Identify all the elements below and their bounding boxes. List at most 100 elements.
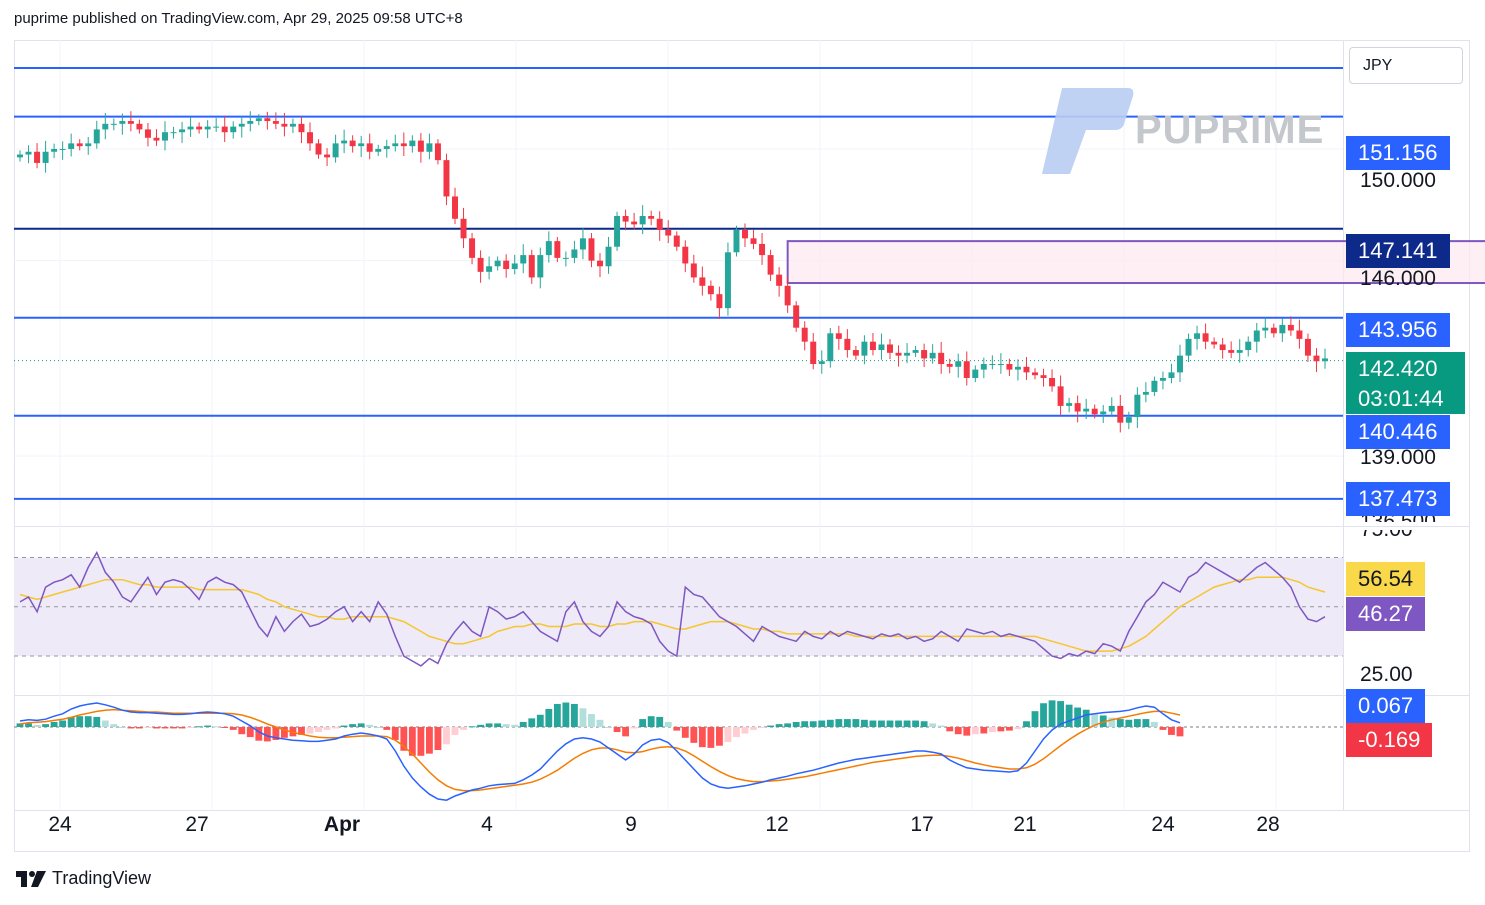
rsi-pane-separator xyxy=(14,526,1470,527)
macd-histogram-bar xyxy=(579,708,587,727)
candle-body xyxy=(810,341,817,365)
macd-histogram-bar xyxy=(1142,719,1150,727)
candle-body xyxy=(801,327,808,342)
candle-body xyxy=(1049,377,1056,387)
candle-body xyxy=(68,143,75,149)
macd-histogram-bar xyxy=(639,719,647,727)
brand-label: TradingView xyxy=(52,868,152,888)
time-label: 24 xyxy=(48,813,72,836)
candle-body xyxy=(315,143,322,155)
candle-body xyxy=(750,238,757,244)
candle-body xyxy=(759,243,766,256)
candle-body xyxy=(1066,403,1073,406)
macd-histogram-bar xyxy=(1168,727,1175,735)
macd-histogram-bar xyxy=(596,719,604,727)
level-badge: 151.156 xyxy=(1346,136,1450,170)
candle-body xyxy=(887,344,893,353)
candle-body xyxy=(861,341,868,356)
tradingview-brand[interactable]: TradingView xyxy=(16,868,151,889)
candle-body xyxy=(793,305,800,328)
macd-histogram-bar xyxy=(391,727,399,740)
macd-histogram-bar xyxy=(937,725,945,727)
candle-body xyxy=(221,126,228,133)
candle-body xyxy=(443,160,450,197)
rsi-line xyxy=(19,550,1326,667)
level-badge: 140.446 xyxy=(1346,415,1450,449)
macd-histogram-bar xyxy=(767,725,774,727)
macd-histogram-bar xyxy=(59,720,67,727)
candle-body xyxy=(1313,355,1320,362)
candle-body xyxy=(366,143,373,152)
candle-body xyxy=(1168,372,1175,378)
watermark-text: PUPRIME xyxy=(1135,108,1325,152)
macd-histogram-bar xyxy=(502,724,510,727)
candle-body xyxy=(187,126,194,130)
currency-label[interactable]: JPY xyxy=(1349,47,1463,84)
current-price: 142.420 xyxy=(1358,356,1438,381)
candle-body xyxy=(452,196,458,219)
candle-body xyxy=(102,123,109,130)
macd-histogram-bar xyxy=(716,727,723,746)
macd-histogram-bar xyxy=(673,727,681,731)
rsi-ma-badge: 56.54 xyxy=(1346,562,1426,596)
candle-body xyxy=(1108,405,1115,412)
macd-histogram-bar xyxy=(681,727,689,738)
macd-histogram-bar xyxy=(878,720,885,727)
candle-body xyxy=(17,154,23,158)
macd-histogram-bar xyxy=(144,727,152,728)
candle-body xyxy=(631,221,638,225)
macd-histogram-bar xyxy=(852,719,860,727)
candle-body xyxy=(494,260,501,267)
macd-histogram-bar xyxy=(912,720,919,727)
candle-body xyxy=(716,294,723,309)
macd-histogram-bar xyxy=(315,727,322,733)
candle-body xyxy=(42,151,49,163)
candle-body xyxy=(332,143,339,158)
macd-histogram-bar xyxy=(988,727,996,733)
macd-histogram-bar xyxy=(101,720,109,727)
macd-histogram-bar xyxy=(809,721,817,727)
macd-histogram-bar xyxy=(605,727,612,728)
macd-histogram-bar xyxy=(656,716,664,727)
price-tick: 139.000 xyxy=(1360,446,1436,469)
macd-histogram-bar xyxy=(434,727,442,751)
candle-body xyxy=(144,129,151,138)
candle-body xyxy=(76,143,83,147)
candle-body xyxy=(230,126,237,133)
candle-body xyxy=(1211,341,1218,345)
macd-histogram-bar xyxy=(16,723,24,727)
macd-histogram-bar xyxy=(110,724,118,727)
macd-histogram-bar xyxy=(195,726,203,728)
candle-body xyxy=(1296,330,1303,339)
macd-histogram-bar xyxy=(485,723,493,727)
candle-body xyxy=(1151,380,1158,392)
time-label: 4 xyxy=(481,813,493,836)
candle-body xyxy=(255,118,262,122)
macd-histogram-bar xyxy=(707,727,715,748)
time-label: 17 xyxy=(910,813,934,836)
macd-histogram-bar xyxy=(784,723,792,727)
candle-body xyxy=(110,123,117,125)
macd-histogram-bar xyxy=(818,720,826,727)
candle-body xyxy=(119,121,126,124)
macd-histogram-bar xyxy=(84,716,92,727)
candle-body xyxy=(878,344,885,351)
macd-histogram-bar xyxy=(664,721,672,727)
candle-body xyxy=(1091,408,1098,415)
macd-histogram-bar xyxy=(929,723,937,727)
macd-histogram-bar xyxy=(647,716,655,727)
candle-body xyxy=(989,364,996,366)
macd-histogram-bar xyxy=(954,727,962,735)
candle-body xyxy=(383,146,390,149)
bar-countdown: 03:01:44 xyxy=(1358,386,1444,411)
candle-body xyxy=(1245,341,1252,351)
macd-pane-separator xyxy=(14,695,1470,696)
macd-histogram-bar xyxy=(511,724,519,727)
macd-histogram-bar xyxy=(1065,704,1073,727)
rsi-tick: 25.00 xyxy=(1360,663,1413,686)
macd-histogram-bar xyxy=(980,727,988,734)
macd-histogram-bar xyxy=(528,718,536,727)
macd-histogram-bar xyxy=(443,727,450,745)
candle-body xyxy=(614,215,621,247)
macd-histogram-bar xyxy=(622,727,629,737)
